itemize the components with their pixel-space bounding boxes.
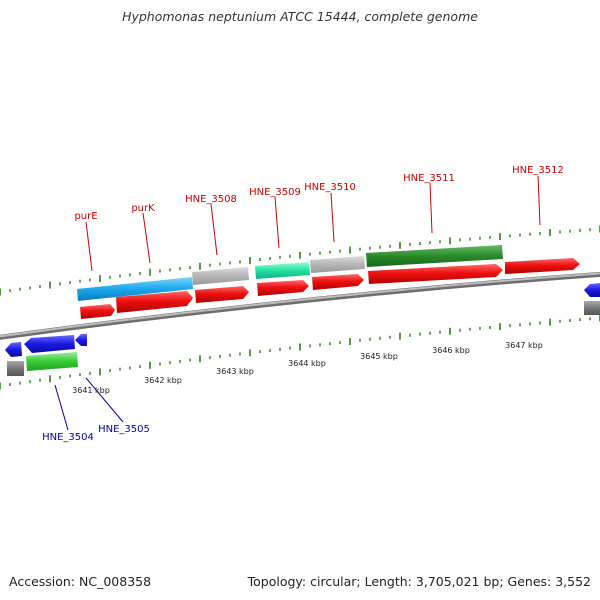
cds-arrow[interactable] xyxy=(195,286,249,303)
kbp-label: 3646 kbp xyxy=(432,346,470,355)
label-purE[interactable]: purE xyxy=(74,211,97,222)
inner-tick-track xyxy=(0,314,600,390)
genome-backbone-highlight xyxy=(0,272,600,338)
gene-purE-purK-bar[interactable] xyxy=(77,277,193,301)
label-HNE_3504[interactable]: HNE_3504 xyxy=(42,432,94,443)
forward-cds-row xyxy=(80,258,580,319)
kbp-scale-labels: 3641 kbp 3642 kbp 3643 kbp 3644 kbp 3645… xyxy=(72,341,543,395)
reverse-label-leaders xyxy=(54,377,124,431)
reverse-labels: HNE_3504 HNE_3505 xyxy=(42,424,150,443)
topology-label: Topology: circular; Length: 3,705,021 bp… xyxy=(247,574,591,589)
label-HNE_3509[interactable]: HNE_3509 xyxy=(249,187,301,198)
forward-labels: purE purK HNE_3508 HNE_3509 HNE_3510 HNE… xyxy=(74,165,563,222)
gene-HNE_3509-bar[interactable] xyxy=(255,262,310,279)
kbp-label: 3644 kbp xyxy=(288,359,326,368)
accession-label: Accession: NC_008358 xyxy=(9,574,152,589)
outer-tick-track xyxy=(0,225,600,296)
forward-label-leaders xyxy=(85,175,541,272)
genome-title: Hyphomonas neptunium ATCC 15444, complet… xyxy=(122,9,478,24)
cds-arrow[interactable] xyxy=(257,280,309,296)
kbp-label: 3641 kbp xyxy=(72,386,110,395)
label-HNE_3510[interactable]: HNE_3510 xyxy=(304,182,356,193)
cds-arrow[interactable] xyxy=(80,304,115,319)
label-HNE_3505[interactable]: HNE_3505 xyxy=(98,424,150,435)
rev-gene-arrow[interactable] xyxy=(24,335,75,353)
cds-arrow[interactable] xyxy=(116,291,193,313)
label-HNE_3508[interactable]: HNE_3508 xyxy=(185,194,237,205)
forward-gene-row xyxy=(77,245,503,301)
gene-HNE_3511-bar[interactable] xyxy=(366,245,503,267)
cds-arrow[interactable] xyxy=(312,274,364,290)
reverse-gene-row xyxy=(5,334,87,376)
label-HNE_3511[interactable]: HNE_3511 xyxy=(403,173,455,184)
kbp-label: 3643 kbp xyxy=(216,367,254,376)
cds-arrow[interactable] xyxy=(368,264,503,284)
rev-gene-arrow[interactable] xyxy=(5,342,22,357)
cds-arrow[interactable] xyxy=(505,258,580,274)
label-purK[interactable]: purK xyxy=(131,203,155,214)
label-HNE_3512[interactable]: HNE_3512 xyxy=(512,165,564,176)
gene-HNE_3508-bar[interactable] xyxy=(192,267,249,285)
edge-reverse-blue-gene[interactable] xyxy=(584,283,600,297)
gene-HNE_3504-bar[interactable] xyxy=(26,352,78,371)
gene-HNE_3510-bar[interactable] xyxy=(310,256,365,273)
rev-gene-grey[interactable] xyxy=(7,361,24,376)
edge-grey-gene[interactable] xyxy=(584,301,600,315)
kbp-label: 3647 kbp xyxy=(505,341,543,350)
kbp-label: 3645 kbp xyxy=(360,352,398,361)
rev-gene-arrow[interactable] xyxy=(75,334,87,346)
kbp-label: 3642 kbp xyxy=(144,376,182,385)
